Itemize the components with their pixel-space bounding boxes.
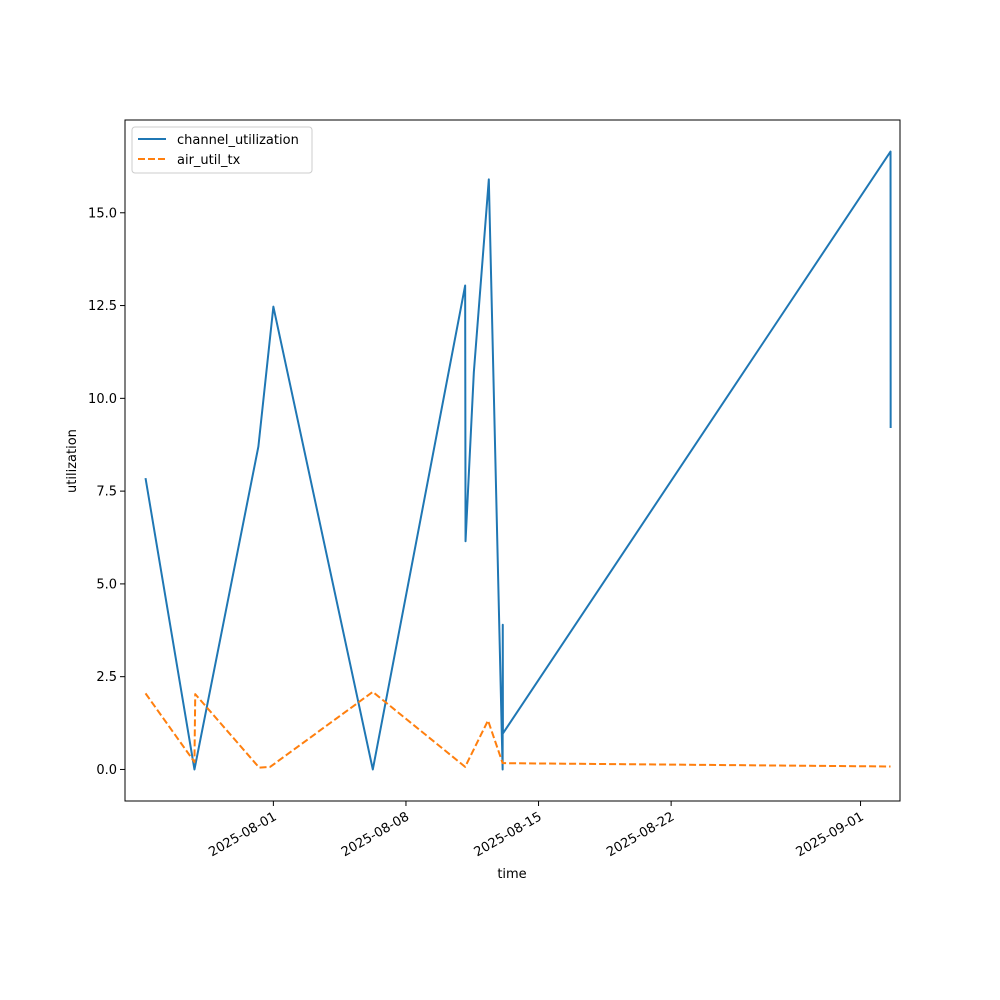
y-axis-ticks: 0.0 2.5 5.0 7.5 10.0 12.5 15.0: [88, 206, 125, 778]
plot-lines: [144, 150, 892, 771]
y-tick-label: 5.0: [96, 577, 117, 592]
series-line-channel-utilization: [144, 150, 892, 771]
x-axis-label: time: [497, 867, 526, 882]
legend-label-air-util-tx: air_util_tx: [177, 153, 241, 168]
plot-frame: [124, 119, 901, 802]
legend-box: [131, 126, 313, 174]
legend-label-channel-utilization: channel_utilization: [177, 133, 299, 148]
y-axis-label: utilization: [65, 429, 80, 493]
y-tick-label: 0.0: [96, 763, 117, 778]
y-tick-label: 2.5: [96, 670, 117, 685]
y-tick-label: 10.0: [88, 392, 117, 407]
y-tick-label: 7.5: [96, 485, 117, 500]
legend: channel_utilization air_util_tx: [131, 126, 313, 174]
series-line-air-util-tx: [144, 690, 891, 769]
y-tick-label: 15.0: [88, 206, 117, 221]
y-tick-label: 12.5: [88, 299, 117, 314]
